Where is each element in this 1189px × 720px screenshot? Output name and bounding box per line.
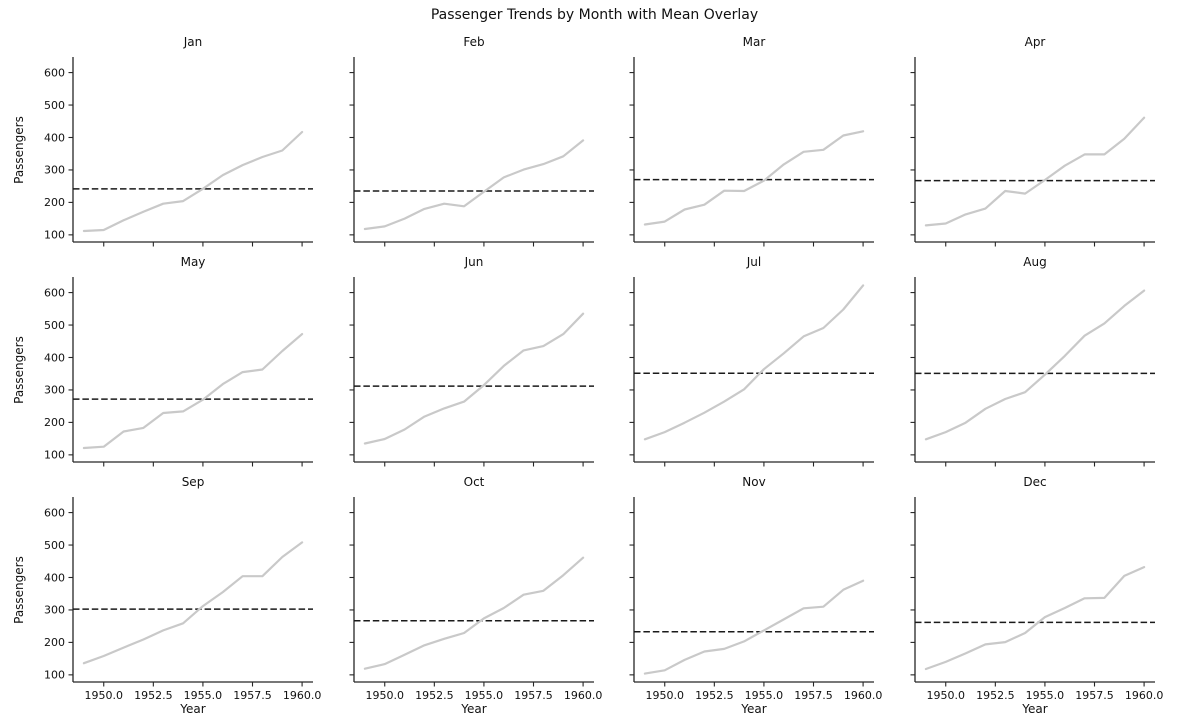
x-tick-label: 1950.0 (926, 689, 965, 702)
y-tick-label: 600 (44, 506, 65, 519)
series-line (924, 289, 1146, 441)
series-line (363, 139, 585, 231)
y-tick-label: 100 (44, 669, 65, 682)
y-tick-label: 500 (44, 99, 65, 112)
x-tick-label: 1955.0 (465, 689, 504, 702)
y-tick-label: 600 (44, 286, 65, 299)
y-tick-label: 300 (44, 604, 65, 617)
y-tick-label: 300 (44, 384, 65, 397)
y-tick-label: 100 (44, 229, 65, 242)
subplot-title-apr: Apr (1024, 35, 1046, 49)
y-tick-label: 100 (44, 449, 65, 462)
subplot-title-nov: Nov (742, 475, 766, 489)
subplot-jun (349, 277, 594, 467)
y-tick-label: 400 (44, 571, 65, 584)
y-tick-label: 200 (44, 196, 65, 209)
subplot-jan: 100 200 300 400 500 600 (44, 57, 313, 247)
series-line (924, 565, 1146, 671)
subplot-jul (629, 277, 874, 467)
series-line (82, 130, 304, 233)
subplot-title-oct: Oct (463, 475, 485, 489)
subplot-oct: 1950.0 1952.5 1955.0 1957.5 1960.0 (349, 497, 603, 702)
series-line (363, 312, 585, 445)
y-tick-label: 300 (44, 164, 65, 177)
x-tick-label: 1952.5 (415, 689, 454, 702)
subplot-title-jul: Jul (746, 255, 762, 269)
x-tick-label: 1952.5 (695, 689, 734, 702)
subplot-feb (349, 57, 594, 247)
y-tick-label: 400 (44, 131, 65, 144)
series-line (924, 116, 1146, 227)
x-tick-label: 1960.0 (1125, 689, 1164, 702)
subplot-apr (910, 57, 1155, 247)
x-tick-label: 1957.5 (1075, 689, 1114, 702)
subplot-title-feb: Feb (463, 35, 485, 49)
y-tick-label: 200 (44, 636, 65, 649)
subplot-title-jun: Jun (464, 255, 484, 269)
x-tick-label: 1960.0 (844, 689, 883, 702)
x-tick-label: 1950.0 (365, 689, 404, 702)
x-axis-label: Year (741, 702, 767, 716)
figure-title: Passenger Trends by Month with Mean Over… (430, 7, 759, 23)
subplot-title-jan: Jan (183, 35, 203, 49)
subplot-dec: 1950.0 1952.5 1955.0 1957.5 1960.0 (910, 497, 1164, 702)
subplot-title-sep: Sep (181, 475, 205, 489)
x-tick-label: 1950.0 (84, 689, 123, 702)
y-tick-label: 600 (44, 66, 65, 79)
x-axis-label: Year (180, 702, 206, 716)
series-line (82, 333, 304, 450)
x-tick-label: 1952.5 (976, 689, 1015, 702)
x-tick-label: 1957.5 (794, 689, 833, 702)
subplot-aug (910, 277, 1155, 467)
x-tick-label: 1950.0 (645, 689, 684, 702)
x-tick-label: 1955.0 (1026, 689, 1065, 702)
subplot-title-dec: Dec (1023, 475, 1047, 489)
series-line (363, 556, 585, 670)
y-tick-label: 200 (44, 416, 65, 429)
y-tick-label: 500 (44, 539, 65, 552)
series-line (643, 130, 865, 226)
y-tick-label: 400 (44, 351, 65, 364)
subplot-title-may: May (180, 255, 206, 269)
x-tick-label: 1960.0 (564, 689, 603, 702)
x-axis-label: Year (461, 702, 487, 716)
subplot-mar (629, 57, 874, 247)
x-tick-label: 1957.5 (514, 689, 553, 702)
x-tick-label: 1955.0 (745, 689, 784, 702)
x-tick-label: 1955.0 (184, 689, 223, 702)
y-tick-label: 500 (44, 319, 65, 332)
series-line (643, 284, 865, 441)
x-tick-label: 1957.5 (233, 689, 272, 702)
x-tick-label: 1960.0 (283, 689, 322, 702)
x-tick-label: 1952.5 (134, 689, 173, 702)
subplot-nov: 1950.0 1952.5 1955.0 1957.5 1960.0 (629, 497, 883, 702)
subplot-title-aug: Aug (1023, 255, 1047, 269)
subplot-sep: 100 200 300 400 500 600 1950.0 1952.5 1955.0 1957… (44, 497, 321, 702)
subplot-may: 100 200 300 400 500 600 (44, 277, 313, 467)
series-line (82, 541, 304, 665)
series-line (643, 579, 865, 675)
x-axis-label: Year (1022, 702, 1048, 716)
subplot-title-mar: Mar (742, 35, 766, 49)
